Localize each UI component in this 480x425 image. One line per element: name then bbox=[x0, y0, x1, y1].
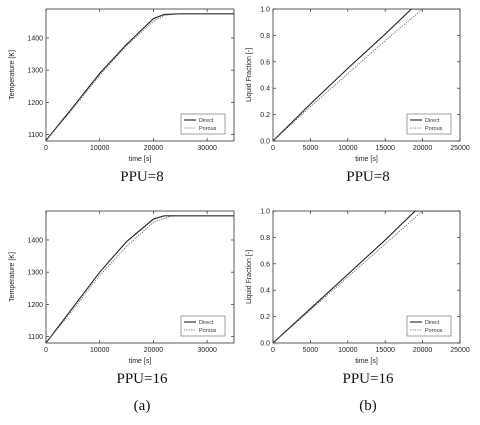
x-tick-label: 30000 bbox=[197, 145, 217, 152]
series-porous-line bbox=[46, 13, 234, 141]
y-tick-label: 0.4 bbox=[260, 288, 270, 295]
caption-bottom-left: PPU=16 bbox=[116, 371, 168, 387]
y-axis-label: Liquid Fraction [-] bbox=[246, 48, 253, 102]
legend-label-direct: Direct bbox=[425, 320, 440, 326]
legend-label-porous: Porous bbox=[199, 126, 217, 132]
y-tick-label: 0.6 bbox=[260, 59, 270, 66]
x-tick-label: 10000 bbox=[90, 145, 110, 152]
y-tick-label: 0.6 bbox=[260, 261, 270, 268]
x-tick-label: 10000 bbox=[90, 347, 110, 354]
series-direct-line bbox=[273, 9, 460, 141]
sublabel-a: (a) bbox=[133, 398, 151, 414]
x-tick-label: 0 bbox=[44, 145, 48, 152]
series-direct-line bbox=[273, 211, 460, 343]
y-tick-label: 1100 bbox=[28, 132, 43, 139]
plot-frame bbox=[45, 8, 235, 142]
y-tick-label: 0.8 bbox=[260, 33, 270, 40]
y-tick-label: 0.4 bbox=[260, 86, 270, 93]
x-axis-label: time [s] bbox=[129, 156, 152, 163]
series-direct-line bbox=[46, 215, 234, 343]
legend-box bbox=[406, 315, 452, 337]
sublabel-b: (b) bbox=[359, 398, 377, 414]
x-tick-label: 15000 bbox=[375, 145, 395, 152]
chart-bottom-left: 0 10000 20000 30000 1100 1200 1300 1400 time [s]… bbox=[9, 210, 235, 365]
series-porous-line bbox=[46, 215, 234, 343]
x-axis-label: time [s] bbox=[355, 358, 378, 365]
y-tick-label: 1200 bbox=[27, 100, 43, 107]
x-tick-label: 20000 bbox=[144, 347, 164, 354]
legend-label-direct: Direct bbox=[425, 118, 440, 124]
y-tick-label: 1.0 bbox=[260, 209, 270, 216]
x-axis-label: time [s] bbox=[129, 358, 152, 365]
legend-box bbox=[180, 113, 226, 135]
x-tick-label: 20000 bbox=[413, 145, 433, 152]
y-tick-label: 0.0 bbox=[260, 341, 270, 348]
y-axis-label: Liquid Fraction [-] bbox=[246, 250, 253, 304]
y-tick-label: 1.0 bbox=[260, 7, 270, 14]
x-tick-label: 20000 bbox=[413, 347, 433, 354]
y-tick-label: 1200 bbox=[27, 302, 43, 309]
x-tick-label: 10000 bbox=[338, 347, 358, 354]
y-tick-label: 0.8 bbox=[260, 235, 270, 242]
y-tick-label: 0.0 bbox=[260, 139, 270, 146]
x-tick-label: 5000 bbox=[303, 347, 319, 354]
series-porous-line bbox=[273, 9, 460, 141]
caption-bottom-right: PPU=16 bbox=[342, 371, 394, 387]
plot-frame bbox=[45, 210, 235, 344]
x-tick-label: 30000 bbox=[197, 347, 217, 354]
x-tick-label: 15000 bbox=[375, 347, 395, 354]
y-tick-label: 1400 bbox=[27, 237, 43, 244]
legend-box bbox=[180, 315, 226, 337]
x-tick-label: 0 bbox=[44, 347, 48, 354]
y-tick-label: 1400 bbox=[27, 35, 43, 42]
plot-frame bbox=[272, 8, 461, 142]
legend-box bbox=[406, 113, 452, 135]
y-tick-label: 1100 bbox=[28, 334, 43, 341]
x-tick-label: 20000 bbox=[144, 145, 164, 152]
x-tick-label: 25000 bbox=[450, 145, 470, 152]
x-tick-label: 25000 bbox=[450, 347, 470, 354]
series-porous-line bbox=[273, 211, 460, 343]
legend: Direct Porous bbox=[406, 113, 452, 135]
x-tick-label: 10000 bbox=[338, 145, 358, 152]
x-tick-label: 0 bbox=[271, 145, 275, 152]
legend-label-direct: Direct bbox=[199, 320, 214, 326]
chart-bottom-right: 0 5000 10000 15000 20000 25000 0.0 0.2 0.4 0.6 0.8… bbox=[246, 209, 470, 366]
plot-frame bbox=[272, 210, 461, 344]
y-axis-label: Temperature [K] bbox=[9, 50, 16, 100]
caption-top-right: PPU=8 bbox=[346, 169, 390, 185]
x-axis-label: time [s] bbox=[355, 156, 378, 163]
chart-top-left: 0 10000 20000 30000 1100 1200 1300 1400 time [s]… bbox=[9, 8, 235, 163]
x-tick-label: 0 bbox=[271, 347, 275, 354]
legend: Direct Porous bbox=[180, 113, 226, 135]
legend: Direct Porous bbox=[180, 315, 226, 337]
legend-label-porous: Porous bbox=[199, 328, 217, 334]
y-tick-label: 0.2 bbox=[260, 314, 270, 321]
x-tick-label: 5000 bbox=[303, 145, 319, 152]
y-tick-label: 0.2 bbox=[260, 112, 270, 119]
caption-top-left: PPU=8 bbox=[120, 169, 164, 185]
legend-label-porous: Porous bbox=[425, 328, 443, 334]
y-tick-label: 1300 bbox=[27, 270, 43, 277]
legend: Direct Porous bbox=[406, 315, 452, 337]
series-direct-line bbox=[46, 13, 234, 141]
chart-top-right: 0 5000 10000 15000 20000 25000 0.0 0.2 0.4 0.6 0.8… bbox=[246, 7, 470, 164]
legend-label-porous: Porous bbox=[425, 126, 443, 132]
y-axis-label: Temperature [K] bbox=[9, 252, 16, 302]
legend-label-direct: Direct bbox=[199, 118, 214, 124]
y-tick-label: 1300 bbox=[27, 68, 43, 75]
